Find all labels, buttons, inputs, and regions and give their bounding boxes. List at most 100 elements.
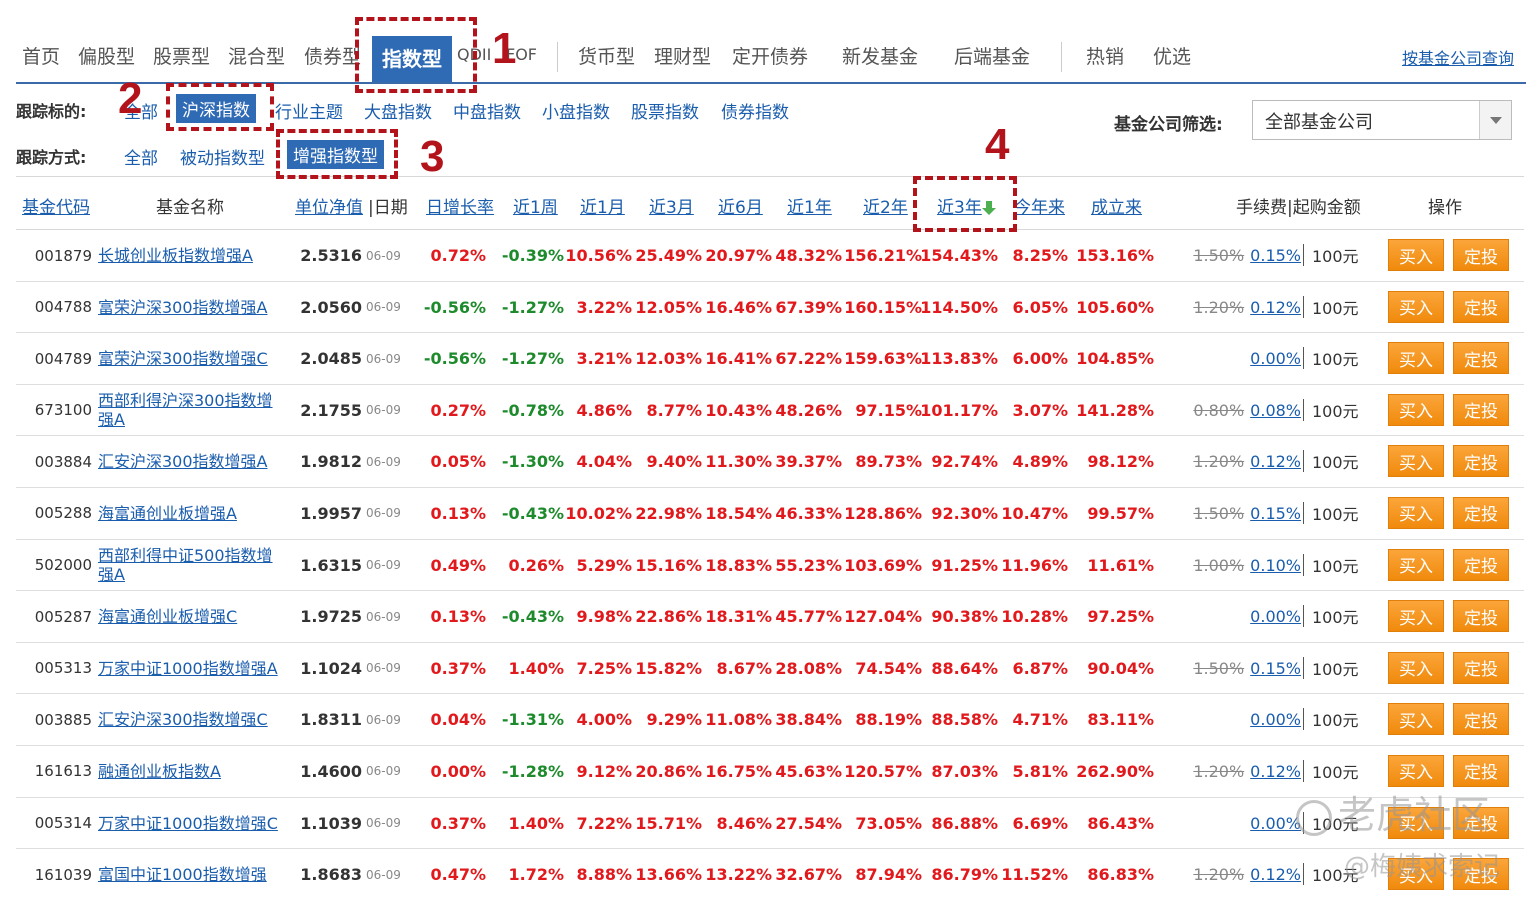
tab-fixed-bond[interactable]: 定开债券 [732, 46, 809, 68]
fund-name-link[interactable]: 长城创业板指数增强A [98, 230, 286, 281]
auto-invest-button[interactable]: 定投 [1453, 754, 1509, 787]
return-w1: 1.40% [508, 813, 564, 833]
fee-original: 1.50% [1193, 246, 1245, 265]
target-mid-cap[interactable]: 中盘指数 [453, 103, 521, 123]
tab-money[interactable]: 货币型 [578, 46, 636, 68]
tab-wealth[interactable]: 理财型 [654, 46, 712, 68]
fund-name-link[interactable]: 富荣沪深300指数增强A [98, 282, 286, 333]
fee-discounted[interactable]: 0.15% [1250, 658, 1301, 678]
buy-button[interactable]: 买入 [1388, 754, 1444, 787]
auto-invest-button[interactable]: 定投 [1453, 290, 1509, 323]
company-select[interactable]: 全部基金公司 [1252, 100, 1512, 140]
fund-name-link[interactable]: 汇安沪深300指数增强A [98, 436, 286, 487]
header-year2[interactable]: 近2年 [863, 198, 908, 218]
fee-discounted[interactable]: 0.08% [1250, 400, 1301, 420]
fee-discounted[interactable]: 0.15% [1250, 246, 1301, 265]
auto-invest-button[interactable]: 定投 [1453, 342, 1509, 375]
target-bond-index[interactable]: 债券指数 [721, 103, 789, 123]
target-all[interactable]: 全部 [124, 103, 158, 123]
tab-bond[interactable]: 债券型 [304, 46, 362, 68]
header-week1[interactable]: 近1周 [513, 198, 558, 218]
auto-invest-button[interactable]: 定投 [1453, 393, 1509, 426]
header-day-growth[interactable]: 日增长率 [426, 198, 494, 218]
method-enhanced[interactable]: 增强指数型 [287, 140, 384, 169]
auto-invest-button[interactable]: 定投 [1453, 806, 1509, 839]
header-nav[interactable]: 单位净值 [295, 198, 363, 218]
target-stock-index[interactable]: 股票指数 [631, 103, 699, 123]
auto-invest-button[interactable]: 定投 [1453, 858, 1509, 891]
fund-name-link[interactable]: 海富通创业板增强C [98, 591, 286, 642]
fee-discounted[interactable]: 0.00% [1250, 813, 1301, 833]
tab-fof[interactable]: FOF [506, 45, 537, 64]
fee-discounted[interactable]: 0.12% [1250, 865, 1301, 885]
fee-discounted[interactable]: 0.00% [1250, 349, 1301, 369]
fund-name-link[interactable]: 万家中证1000指数增强C [98, 798, 286, 849]
tab-selected[interactable]: 优选 [1153, 46, 1192, 68]
header-month1[interactable]: 近1月 [580, 198, 625, 218]
return-ytd: 4.71% [1012, 710, 1068, 730]
header-month3[interactable]: 近3月 [649, 198, 694, 218]
auto-invest-button[interactable]: 定投 [1453, 445, 1509, 478]
fund-name-link[interactable]: 海富通创业板增强A [98, 488, 286, 539]
buy-button[interactable]: 买入 [1388, 239, 1444, 271]
fund-name-link[interactable]: 富国中证1000指数增强 [98, 849, 286, 898]
auto-invest-button[interactable]: 定投 [1453, 548, 1509, 581]
fund-name-link[interactable]: 万家中证1000指数增强A [98, 643, 286, 694]
header-month6[interactable]: 近6月 [718, 198, 763, 218]
fund-name-link[interactable]: 汇安沪深300指数增强C [98, 694, 286, 745]
tab-home[interactable]: 首页 [22, 46, 61, 68]
return-w1: -1.27% [501, 349, 564, 369]
buy-button[interactable]: 买入 [1388, 342, 1444, 375]
auto-invest-button[interactable]: 定投 [1453, 703, 1509, 736]
buy-button[interactable]: 买入 [1388, 393, 1444, 426]
header-inception[interactable]: 成立来 [1091, 198, 1142, 218]
fee-discounted[interactable]: 0.12% [1250, 297, 1301, 317]
method-passive[interactable]: 被动指数型 [180, 149, 265, 169]
return-y3: 101.17% [920, 400, 998, 420]
fund-name-link[interactable]: 富荣沪深300指数增强C [98, 333, 286, 384]
fee-discounted[interactable]: 0.12% [1250, 761, 1301, 781]
fee-discounted[interactable]: 0.10% [1250, 555, 1301, 575]
return-day: 0.27% [430, 400, 486, 420]
buy-button[interactable]: 买入 [1388, 600, 1444, 633]
fee-discounted[interactable]: 0.12% [1250, 452, 1301, 472]
buy-button[interactable]: 买入 [1388, 290, 1444, 323]
header-code[interactable]: 基金代码 [22, 198, 90, 218]
fund-name-link[interactable]: 西部利得沪深300指数增强A [98, 385, 286, 436]
fee-discounted[interactable]: 0.00% [1250, 607, 1301, 627]
tab-mixed[interactable]: 混合型 [228, 46, 286, 68]
buy-button[interactable]: 买入 [1388, 496, 1444, 529]
buy-button[interactable]: 买入 [1388, 806, 1444, 839]
fund-name-link[interactable]: 融通创业板指数A [98, 746, 286, 797]
auto-invest-button[interactable]: 定投 [1453, 496, 1509, 529]
tab-back-end[interactable]: 后端基金 [954, 46, 1031, 68]
fund-name-link[interactable]: 西部利得中证500指数增强A [98, 540, 286, 591]
buy-button[interactable]: 买入 [1388, 703, 1444, 736]
target-hs-index[interactable]: 沪深指数 [176, 94, 256, 123]
target-large-cap[interactable]: 大盘指数 [364, 103, 432, 123]
tab-partial-stock[interactable]: 偏股型 [78, 46, 136, 68]
tab-stock[interactable]: 股票型 [153, 46, 211, 68]
target-small-cap[interactable]: 小盘指数 [542, 103, 610, 123]
fee-discounted[interactable]: 0.15% [1250, 503, 1301, 523]
tab-index[interactable]: 指数型 [372, 36, 452, 82]
auto-invest-button[interactable]: 定投 [1453, 651, 1509, 684]
auto-invest-button[interactable]: 定投 [1453, 239, 1509, 271]
header-year1[interactable]: 近1年 [787, 198, 832, 218]
return-day: 0.49% [430, 555, 486, 575]
fund-name-text: 融通创业板指数A [98, 761, 221, 781]
header-ytd[interactable]: 今年来 [1014, 198, 1065, 218]
tab-new-fund[interactable]: 新发基金 [842, 46, 919, 68]
chevron-down-icon[interactable] [1479, 101, 1511, 139]
fee-discounted[interactable]: 0.00% [1250, 710, 1301, 730]
method-all[interactable]: 全部 [124, 149, 158, 169]
tab-hot[interactable]: 热销 [1086, 46, 1125, 68]
header-year3[interactable]: 近3年 [937, 193, 996, 218]
company-query-link[interactable]: 按基金公司查询 [1401, 49, 1514, 68]
buy-button[interactable]: 买入 [1388, 651, 1444, 684]
buy-button[interactable]: 买入 [1388, 548, 1444, 581]
auto-invest-button[interactable]: 定投 [1453, 600, 1509, 633]
target-industry[interactable]: 行业主题 [275, 103, 343, 123]
buy-button[interactable]: 买入 [1388, 445, 1444, 478]
buy-button[interactable]: 买入 [1388, 858, 1444, 891]
